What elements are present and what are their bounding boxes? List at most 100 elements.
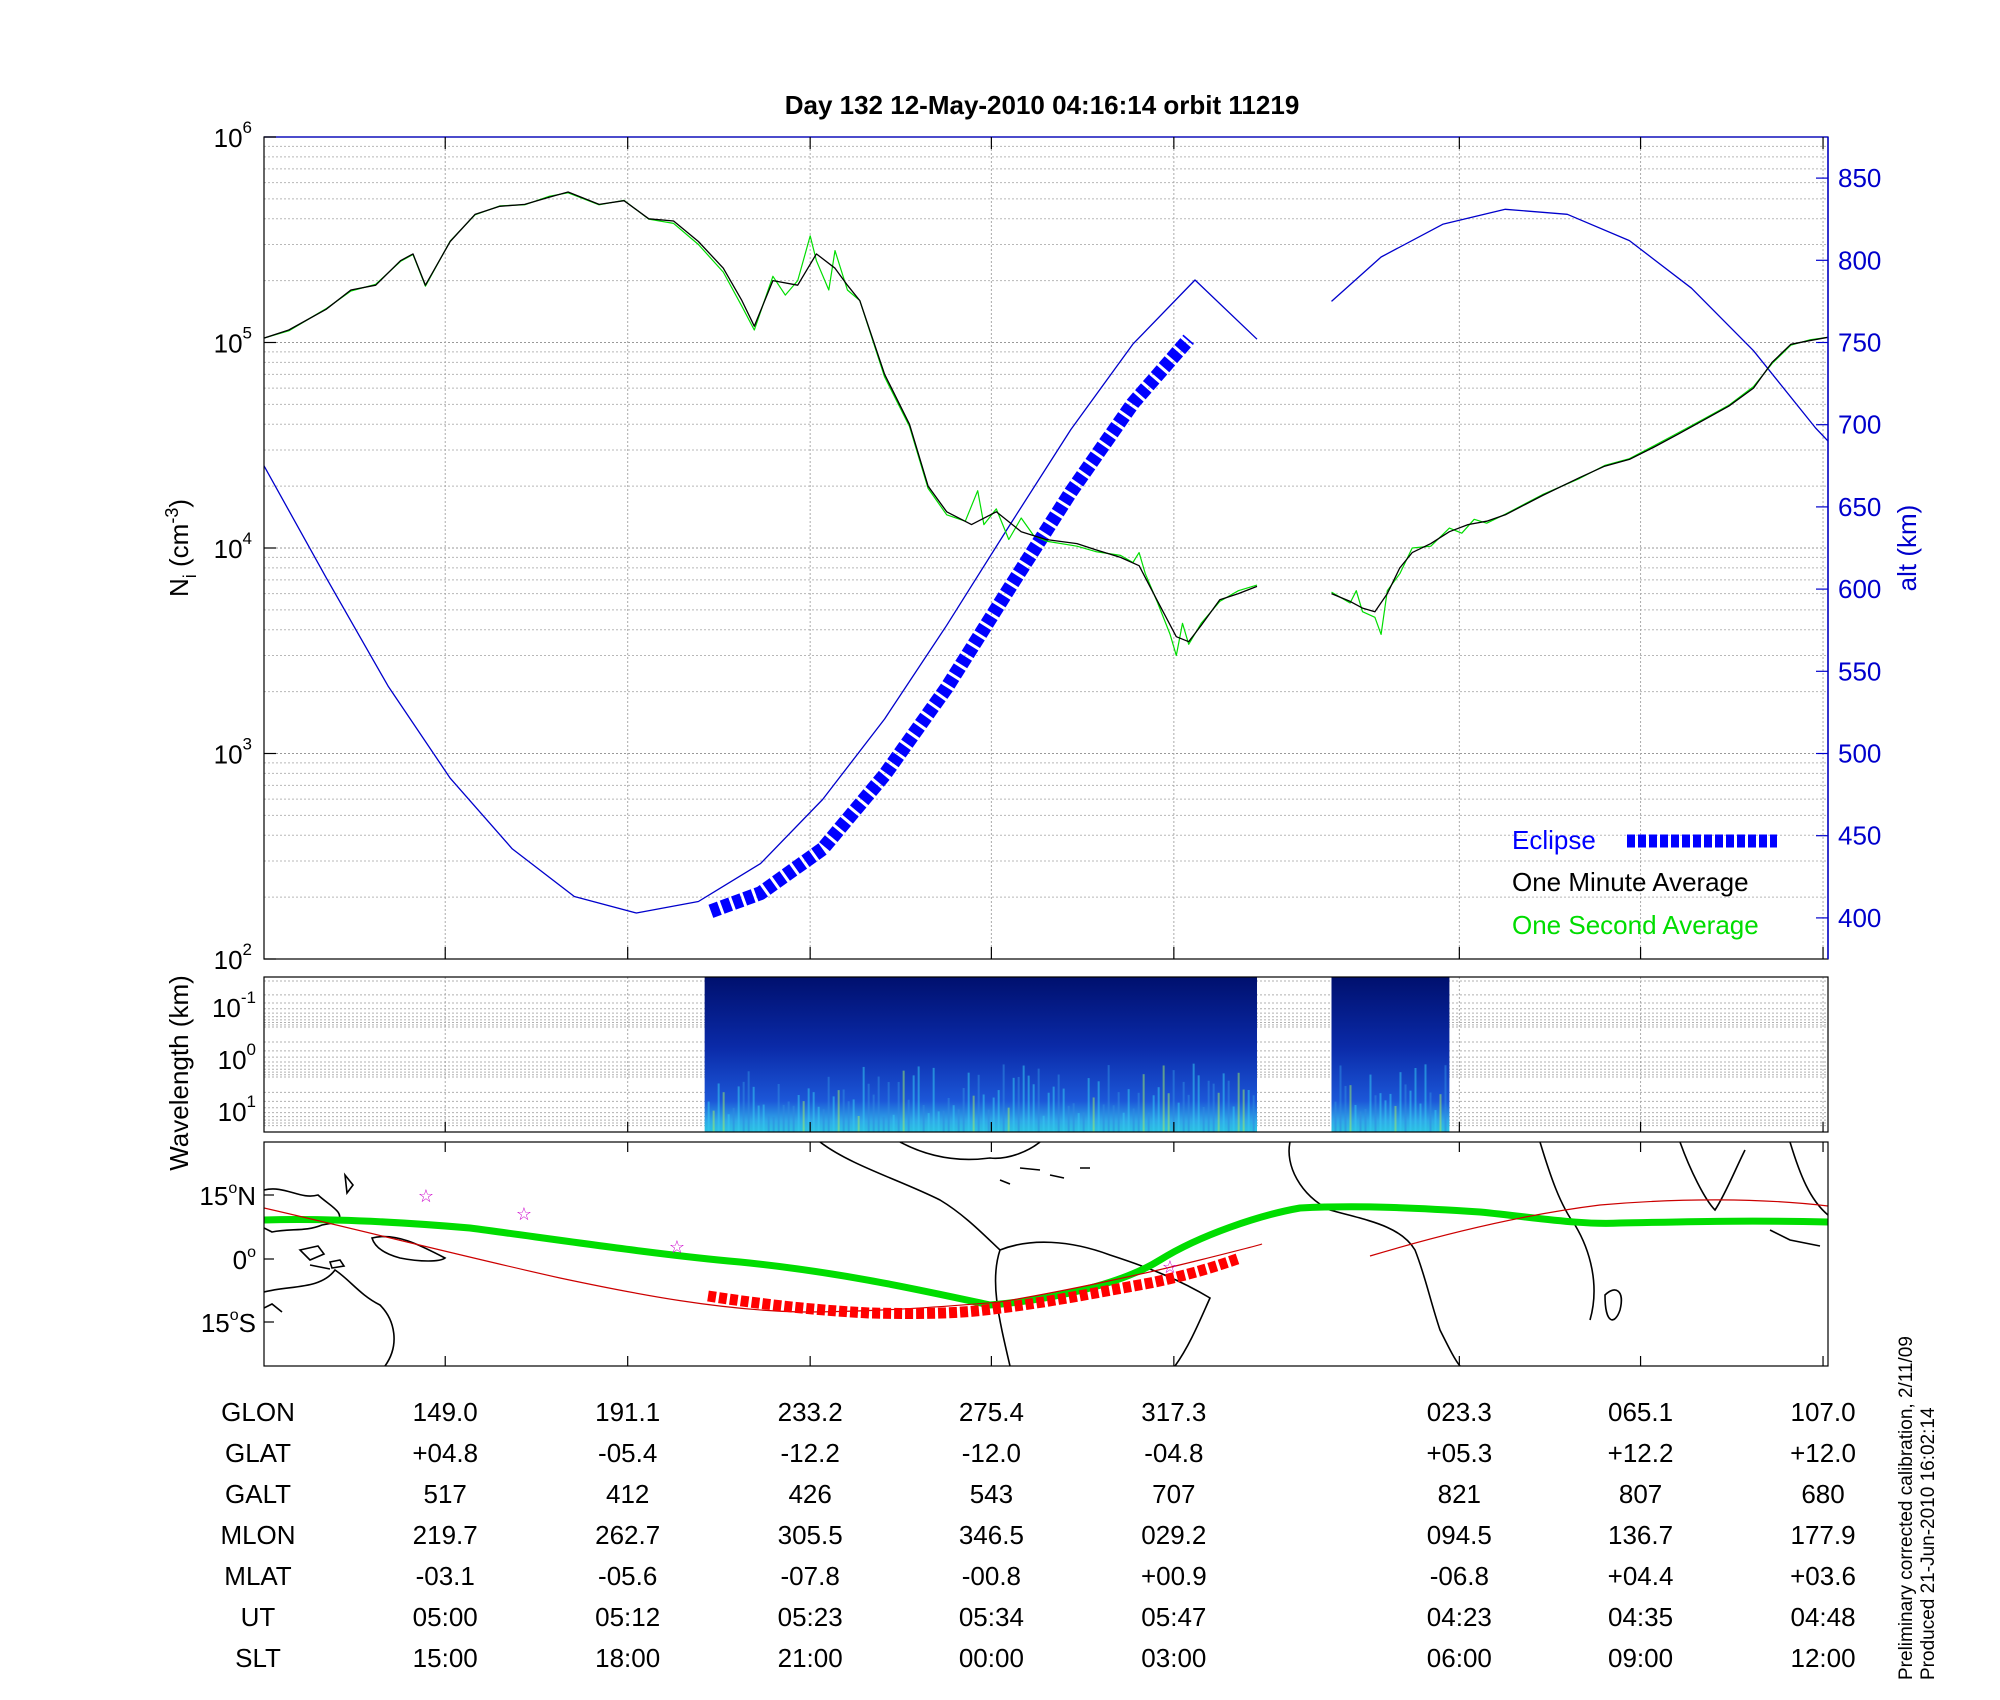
spectrogram-streak bbox=[922, 1104, 925, 1132]
spectrogram-streak bbox=[912, 1075, 915, 1132]
spectrogram-frame bbox=[263, 976, 1829, 1133]
spectrogram-streak bbox=[1344, 1085, 1347, 1132]
spectrogram-streak bbox=[907, 1099, 910, 1132]
spectrogram-streak bbox=[1222, 1073, 1225, 1132]
density-gridlines bbox=[264, 137, 1828, 960]
left-axis-label-exp: -3 bbox=[162, 508, 182, 524]
table-row-label: GLAT bbox=[225, 1438, 291, 1468]
coastline-central-america bbox=[819, 1142, 1001, 1251]
legend-one-second: One Second Average bbox=[1512, 910, 1759, 940]
right-tick-label: 550 bbox=[1838, 656, 1881, 686]
left-axis-label-unit: (cm bbox=[164, 524, 194, 567]
coastline-australia bbox=[264, 1268, 395, 1366]
spectrogram-streak bbox=[1197, 1075, 1200, 1132]
spectrogram-streak bbox=[1227, 1080, 1230, 1132]
spectrogram-streak bbox=[1072, 1103, 1075, 1132]
spectrogram-streak bbox=[837, 1090, 840, 1132]
right-axis-label: alt (km) bbox=[1892, 505, 1922, 592]
spectrogram-streak bbox=[1042, 1115, 1045, 1132]
spectrogram-streak bbox=[1242, 1089, 1245, 1132]
series-segment bbox=[264, 279, 1258, 914]
spectrogram-streak bbox=[822, 1109, 825, 1132]
series-segment bbox=[1331, 208, 1828, 442]
spectrogram-streak bbox=[1202, 1106, 1205, 1132]
series-segment bbox=[1331, 336, 1828, 635]
spectrogram-streak bbox=[737, 1086, 740, 1132]
magnetic-equator bbox=[264, 1203, 1828, 1309]
map-frame bbox=[263, 1141, 1829, 1367]
left-axis-label-sub: i bbox=[180, 574, 200, 578]
spectrogram-streak bbox=[1022, 1065, 1025, 1132]
spectrogram-streak bbox=[1192, 1063, 1195, 1132]
spectrogram-streak bbox=[932, 1067, 935, 1132]
spectrogram-streak bbox=[732, 1107, 735, 1132]
spectrogram-streak bbox=[1212, 1083, 1215, 1132]
table-cell: 821 bbox=[1438, 1479, 1481, 1509]
spectrogram-streak bbox=[767, 1115, 770, 1132]
spectrogram-streak bbox=[802, 1101, 805, 1132]
spectrogram-streak bbox=[1334, 1101, 1337, 1132]
spectrogram-streak bbox=[987, 1109, 990, 1132]
spectrogram-streak bbox=[777, 1083, 780, 1132]
left-axis-label-end: ) bbox=[164, 499, 194, 508]
spectrogram-streak bbox=[1172, 1070, 1175, 1132]
spectrogram-streak bbox=[952, 1105, 955, 1132]
spectrogram-streak bbox=[857, 1115, 860, 1132]
table-cell: 136.7 bbox=[1608, 1520, 1673, 1550]
table-row-label: MLON bbox=[220, 1520, 295, 1550]
spectrogram-streak bbox=[807, 1088, 810, 1132]
orbit-parameter-table: GLON 149.0 191.1 233.2 275.4 317.3 023.3 065.1 1… bbox=[220, 1397, 1855, 1673]
spectrogram-streak bbox=[1354, 1104, 1357, 1132]
table-cell: 05:47 bbox=[1141, 1602, 1206, 1632]
station-star-4: ☆ bbox=[1162, 1257, 1178, 1277]
spectrogram-streak bbox=[797, 1094, 800, 1132]
spectrogram-streak bbox=[962, 1087, 965, 1132]
table-cell: 18:00 bbox=[595, 1643, 660, 1673]
spectrogram-tick-label: 101 bbox=[218, 1092, 256, 1127]
density-panel: 102 103 104 105 106 400 450 500 550 600 650 700 750… bbox=[162, 118, 1922, 975]
table-cell: -00.8 bbox=[962, 1561, 1021, 1591]
spectrogram-streak bbox=[707, 1101, 710, 1132]
altitude-series bbox=[264, 208, 1828, 914]
spectrogram-streak bbox=[1394, 1105, 1397, 1132]
spectrogram-streak bbox=[1399, 1072, 1402, 1132]
table-row-label: GALT bbox=[225, 1479, 291, 1509]
spectrogram-streak bbox=[712, 1110, 715, 1132]
spectrogram-panel: 10-1 100 101 Wavelength (km) bbox=[164, 975, 1829, 1171]
legend-eclipse: Eclipse bbox=[1512, 825, 1596, 855]
spectrogram-streak bbox=[1359, 1111, 1362, 1132]
right-tick-label: 600 bbox=[1838, 574, 1881, 604]
spectrogram-streak bbox=[1092, 1097, 1095, 1132]
right-tick-label: 450 bbox=[1838, 821, 1881, 851]
spectrogram-data bbox=[704, 977, 1450, 1132]
table-cell: +03.6 bbox=[1790, 1561, 1856, 1591]
spectrogram-streak bbox=[722, 1092, 725, 1132]
spectrogram-streak bbox=[847, 1101, 850, 1132]
table-cell: 05:12 bbox=[595, 1602, 660, 1632]
series-segment bbox=[708, 334, 1194, 918]
spectrogram-streak bbox=[1404, 1084, 1407, 1132]
spectrogram-streak bbox=[1389, 1093, 1392, 1132]
spectrogram-streak bbox=[1339, 1065, 1342, 1132]
spectrogram-streak bbox=[1252, 1095, 1255, 1132]
right-tick-label: 750 bbox=[1838, 328, 1881, 358]
eclipse-series bbox=[708, 334, 1194, 918]
table-row-label: MLAT bbox=[224, 1561, 292, 1591]
spectrogram-streak bbox=[1157, 1087, 1160, 1132]
spectrogram-streak bbox=[1232, 1106, 1235, 1132]
table-cell: 09:00 bbox=[1608, 1643, 1673, 1673]
left-tick-label: 104 bbox=[214, 529, 252, 564]
table-cell: 543 bbox=[970, 1479, 1013, 1509]
table-cell: 04:48 bbox=[1790, 1602, 1855, 1632]
spectrogram-streak bbox=[757, 1105, 760, 1132]
spectrogram-streak bbox=[1147, 1112, 1150, 1132]
spectrogram-streak bbox=[852, 1099, 855, 1132]
table-cell: 065.1 bbox=[1608, 1397, 1673, 1427]
left-axis-label-symbol: N bbox=[164, 578, 194, 597]
table-cell: 305.5 bbox=[778, 1520, 843, 1550]
table-row-label: GLON bbox=[221, 1397, 295, 1427]
map-plot-area bbox=[264, 1142, 1828, 1366]
spectrogram-streak bbox=[982, 1094, 985, 1132]
table-row-label: SLT bbox=[235, 1643, 281, 1673]
table-cell: 12:00 bbox=[1790, 1643, 1855, 1673]
